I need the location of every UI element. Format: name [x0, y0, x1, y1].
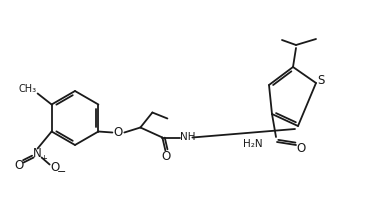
Text: O: O [50, 161, 59, 174]
Text: H₂N: H₂N [243, 139, 263, 149]
Text: S: S [317, 75, 325, 88]
Text: O: O [296, 141, 306, 155]
Text: NH: NH [180, 132, 195, 143]
Text: N: N [33, 147, 42, 160]
Text: −: − [57, 166, 66, 177]
Text: O: O [14, 159, 23, 172]
Text: CH₃: CH₃ [18, 84, 37, 95]
Text: O: O [162, 150, 171, 163]
Text: +: + [40, 154, 47, 163]
Text: O: O [114, 126, 123, 139]
